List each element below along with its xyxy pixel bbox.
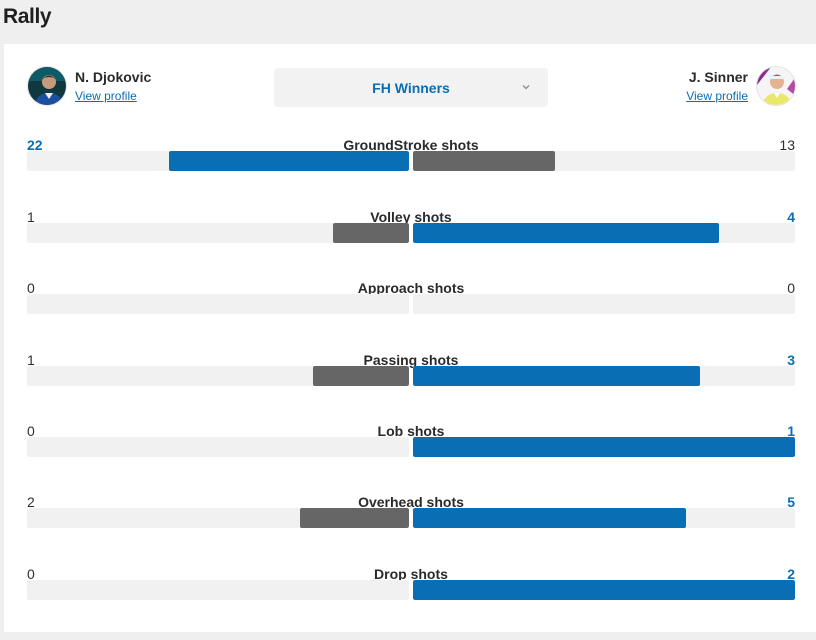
- stat-right-value: 0: [787, 280, 795, 296]
- rally-stats-card: N. Djokovic View profile FH Winners J. S…: [4, 44, 816, 632]
- stat-bar-fill-left: [300, 508, 409, 528]
- stat-label: Drop shots: [374, 566, 448, 582]
- stat-label: GroundStroke shots: [343, 137, 479, 153]
- stat-bar-track-left: [27, 366, 409, 386]
- stat-label: Volley shots: [370, 209, 452, 225]
- player-right-view-profile-link[interactable]: View profile: [686, 89, 748, 103]
- stat-label: Lob shots: [377, 423, 445, 439]
- stat-bar-track-right: [413, 151, 795, 171]
- stat-bars: [27, 223, 795, 243]
- stat-bar-fill-right: [413, 223, 719, 243]
- stat-right-value: 5: [787, 494, 795, 510]
- stat-bar-track-left: [27, 508, 409, 528]
- stat-right-value: 3: [787, 352, 795, 368]
- stat-bar-track-left: [27, 437, 409, 457]
- stat-bars: [27, 366, 795, 386]
- stat-bar-fill-right: [413, 151, 555, 171]
- section-title: Rally: [3, 5, 52, 28]
- stat-label: Overhead shots: [358, 494, 464, 510]
- stat-row: Lob shots 0 1: [27, 422, 795, 462]
- stat-row-header: Drop shots 0 2: [27, 565, 795, 585]
- stat-row: GroundStroke shots 22 13: [27, 136, 795, 176]
- stat-bar-fill-left: [333, 223, 409, 243]
- stat-label: Passing shots: [363, 352, 459, 368]
- stat-row-header: Lob shots 0 1: [27, 422, 795, 442]
- stat-bar-fill-right: [413, 366, 700, 386]
- stat-bars: [27, 580, 795, 600]
- stat-filter-selected: FH Winners: [372, 79, 450, 96]
- stat-left-value: 22: [27, 137, 43, 153]
- stat-right-value: 13: [779, 137, 795, 153]
- stat-row: Approach shots 0 0: [27, 279, 795, 319]
- stat-bar-track-left: [27, 223, 409, 243]
- stat-left-value: 1: [27, 352, 35, 368]
- stat-row: Volley shots 1 4: [27, 208, 795, 248]
- player-left-avatar: [27, 66, 67, 106]
- stat-right-value: 1: [787, 423, 795, 439]
- chevron-down-icon: [521, 83, 531, 91]
- stat-bar-track-right: [413, 366, 795, 386]
- stat-bar-track-left: [27, 580, 409, 600]
- stat-bar-track-right: [413, 294, 795, 314]
- player-left-view-profile-link[interactable]: View profile: [75, 89, 137, 103]
- stat-row-header: Approach shots 0 0: [27, 279, 795, 299]
- stat-left-value: 1: [27, 209, 35, 225]
- stat-bar-track-right: [413, 437, 795, 457]
- player-left-name: N. Djokovic: [75, 69, 152, 85]
- stat-bar-fill-right: [413, 580, 795, 600]
- stat-right-value: 2: [787, 566, 795, 582]
- stat-row-header: Passing shots 1 3: [27, 351, 795, 371]
- stat-left-value: 0: [27, 280, 35, 296]
- stat-filter-dropdown[interactable]: FH Winners: [274, 68, 548, 107]
- stat-bar-fill-left: [313, 366, 409, 386]
- stat-bar-track-right: [413, 580, 795, 600]
- stat-bars: [27, 294, 795, 314]
- stat-bar-fill-left: [169, 151, 409, 171]
- stat-row-header: Volley shots 1 4: [27, 208, 795, 228]
- stat-row: Drop shots 0 2: [27, 565, 795, 605]
- stat-left-value: 0: [27, 423, 35, 439]
- stat-row: Overhead shots 2 5: [27, 493, 795, 533]
- stat-bar-fill-right: [413, 508, 686, 528]
- stat-bar-track-right: [413, 223, 795, 243]
- stat-bar-track-left: [27, 294, 409, 314]
- stat-bars: [27, 437, 795, 457]
- stat-row-header: GroundStroke shots 22 13: [27, 136, 795, 156]
- stat-bar-track-right: [413, 508, 795, 528]
- stat-bars: [27, 508, 795, 528]
- stat-row: Passing shots 1 3: [27, 351, 795, 391]
- stat-bar-fill-right: [413, 437, 795, 457]
- player-left: N. Djokovic View profile: [27, 66, 151, 106]
- player-right: J. Sinner View profile: [686, 66, 796, 106]
- player-right-name: J. Sinner: [688, 69, 748, 85]
- stat-left-value: 2: [27, 494, 35, 510]
- stat-label: Approach shots: [357, 280, 465, 296]
- player-right-avatar: [756, 66, 796, 106]
- stat-row-header: Overhead shots 2 5: [27, 493, 795, 513]
- stat-left-value: 0: [27, 566, 35, 582]
- stat-bars: [27, 151, 795, 171]
- stat-right-value: 4: [787, 209, 795, 225]
- stat-bar-track-left: [27, 151, 409, 171]
